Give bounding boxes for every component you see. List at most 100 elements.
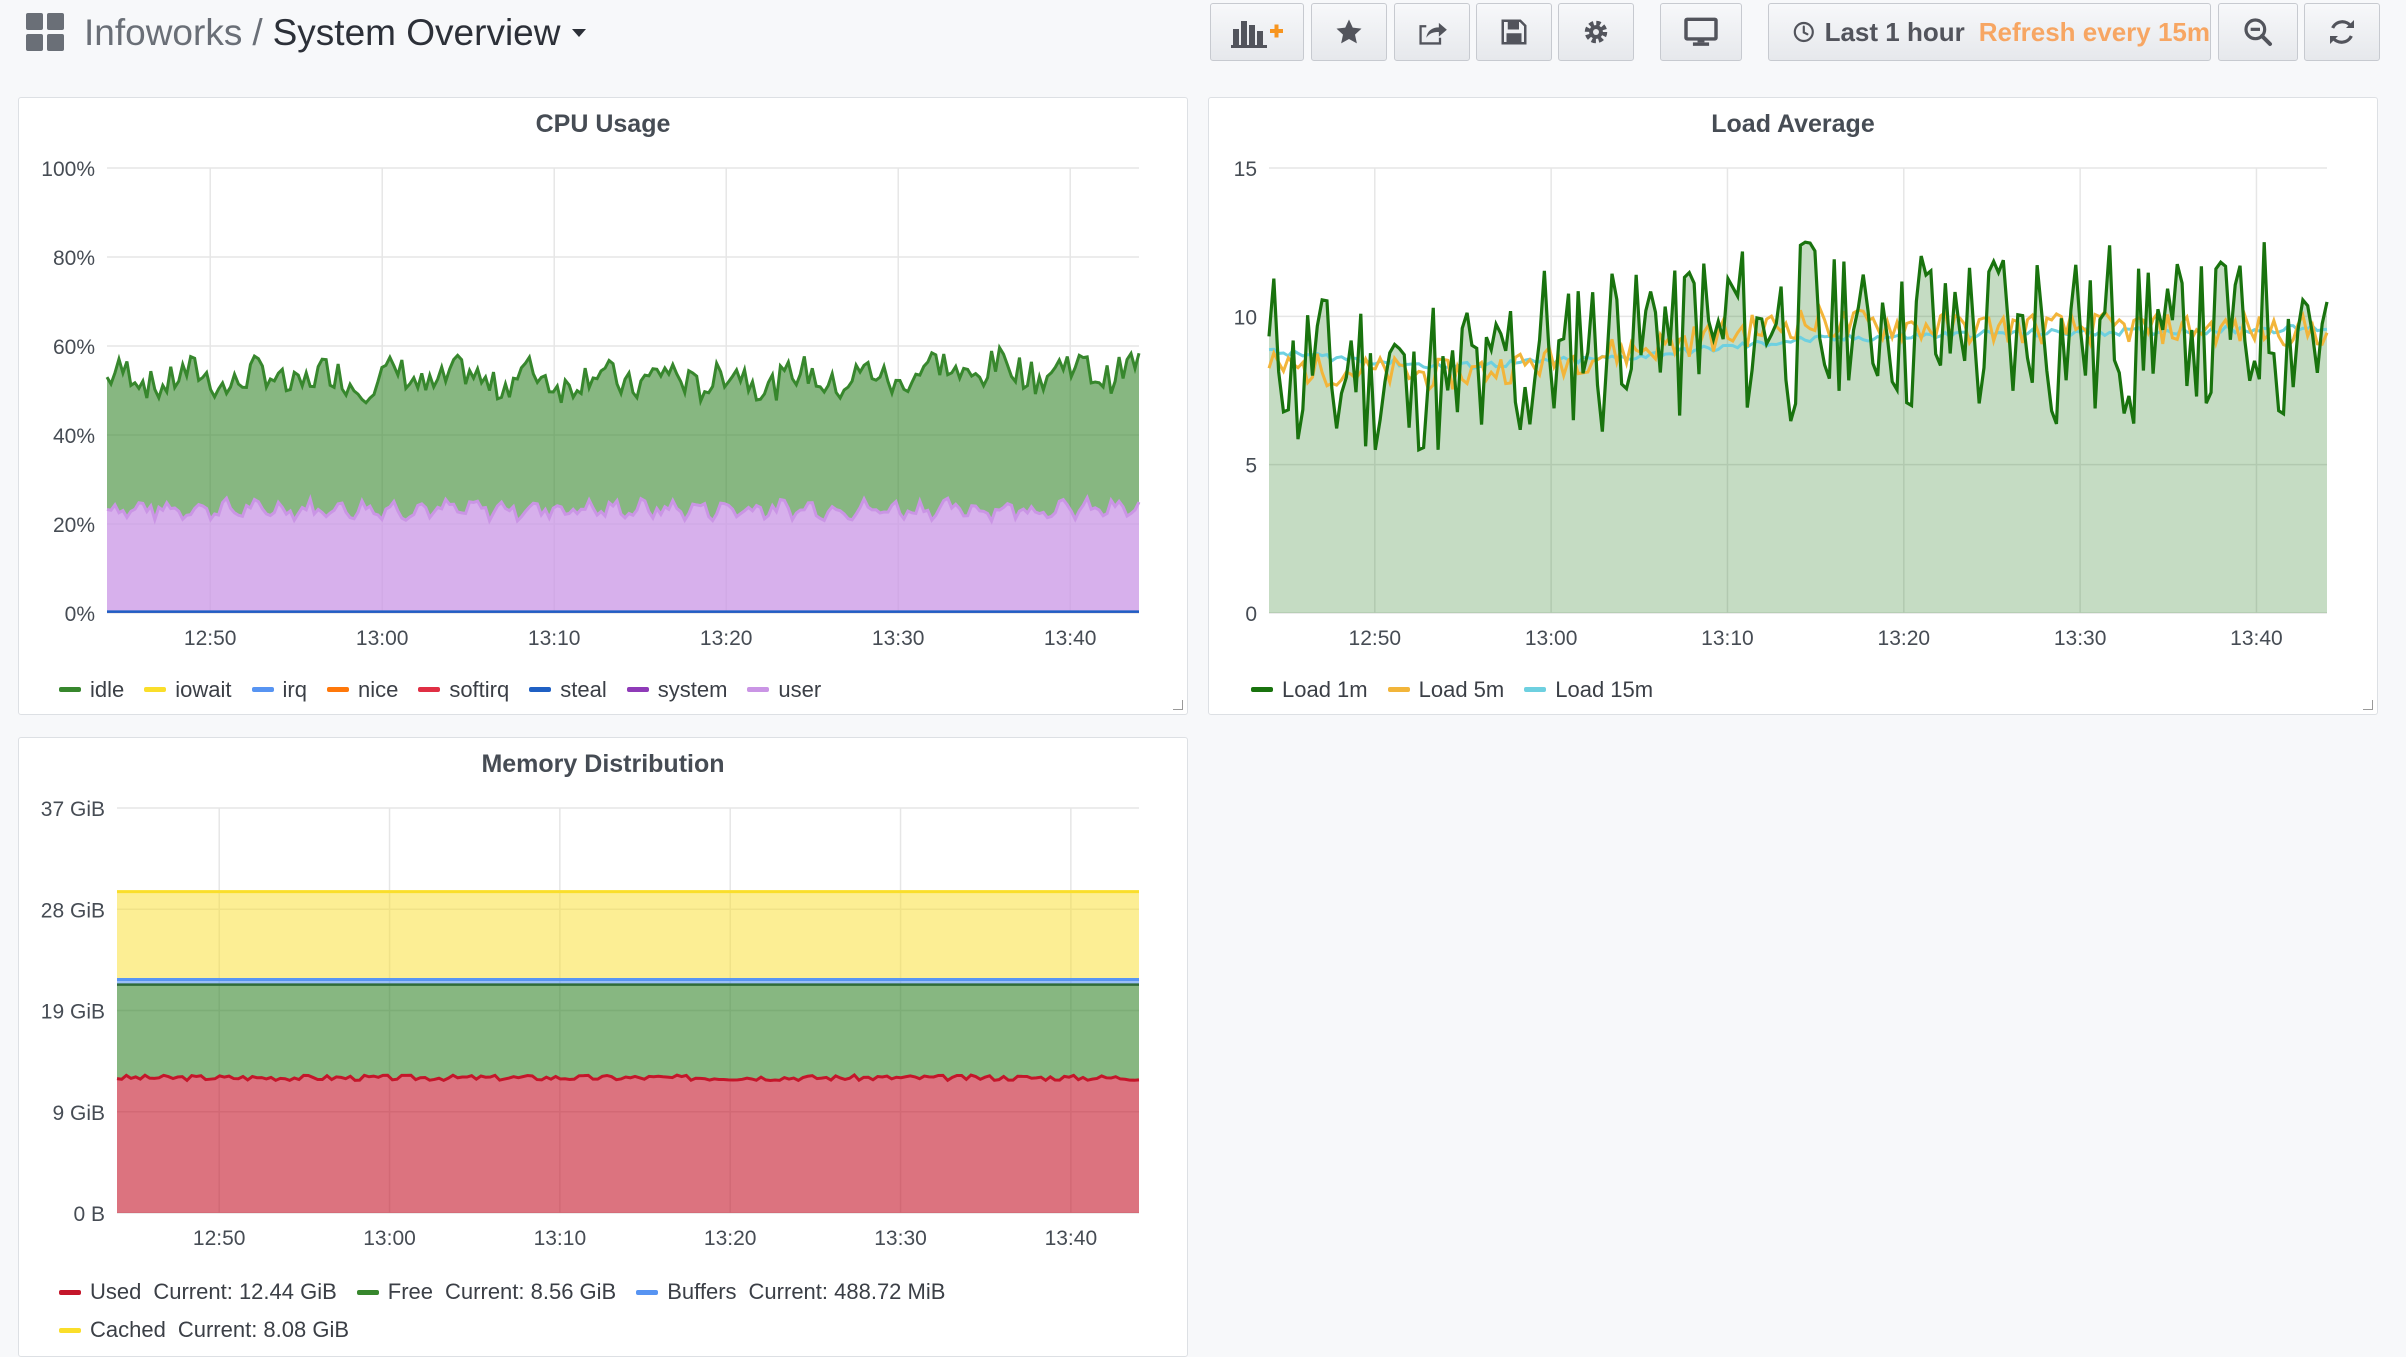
legend-swatch: [636, 1289, 659, 1295]
legend-current-value: Current: 8.56 GiB: [445, 1279, 617, 1304]
x-tick-label: 13:30: [872, 627, 925, 650]
x-tick-label: 13:30: [874, 1227, 927, 1250]
x-tick-label: 13:20: [1878, 627, 1931, 650]
legend-row: Used Current: 12.44 GiB Free Current: 8.56 …: [59, 1273, 965, 1311]
add-panel-button[interactable]: [1210, 3, 1304, 61]
legend-item[interactable]: steal: [529, 676, 607, 703]
dashboard-grid-icon[interactable]: [26, 13, 66, 53]
legend-item[interactable]: idle: [59, 677, 124, 703]
legend-label: Load 5m: [1418, 676, 1505, 702]
add-panel-icon: [1231, 21, 1283, 48]
refresh-interval-label: Refresh every 15m: [1978, 16, 2210, 47]
y-tick-label: 40%: [53, 425, 95, 448]
legend-label: steal: [560, 676, 607, 702]
legend-item[interactable]: Buffers Current: 488.72 MiB: [636, 1273, 945, 1311]
y-tick-label: 60%: [53, 336, 95, 359]
chevron-down-icon[interactable]: [572, 29, 587, 38]
y-tick-label: 80%: [53, 247, 95, 270]
refresh-button[interactable]: [2304, 3, 2380, 61]
legend-swatch: [1387, 687, 1410, 692]
load-average-chart[interactable]: 0 5 10 15 12:50 13:00 13:10 13:20 13:30 13:40: [1209, 98, 2377, 714]
tv-icon: [1684, 17, 1718, 46]
share-icon: [1419, 22, 1447, 45]
legend-swatch: [251, 687, 274, 692]
legend-label: Free: [387, 1279, 434, 1304]
save-dashboard-button[interactable]: [1476, 3, 1552, 61]
user-area: [107, 497, 1139, 612]
y-tick-label: 19 GiB: [41, 1001, 105, 1024]
legend-label: nice: [357, 676, 399, 702]
legend-swatch: [418, 687, 441, 692]
legend-label: softirq: [449, 676, 510, 702]
legend-swatch: [1524, 687, 1547, 692]
resize-handle-icon[interactable]: [1171, 698, 1183, 710]
legend-item[interactable]: Free Current: 8.56 GiB: [356, 1273, 617, 1311]
x-tick-label: 13:20: [704, 1227, 757, 1250]
legend-label: system: [657, 676, 728, 702]
legend-item[interactable]: Load 5m: [1387, 676, 1505, 703]
legend-swatch: [356, 1289, 379, 1295]
legend-item[interactable]: iowait: [144, 676, 232, 703]
legend-current-value: Current: 12.44 GiB: [153, 1279, 337, 1304]
resize-handle-icon[interactable]: [2361, 698, 2373, 710]
idle-line: [105, 343, 1141, 407]
legend-item[interactable]: Load 15m: [1524, 677, 1653, 703]
star-dashboard-button[interactable]: [1311, 3, 1387, 61]
panel-title[interactable]: Memory Distribution: [481, 750, 725, 778]
time-picker-button[interactable]: Last 1 hour Refresh every 15m: [1768, 3, 2211, 61]
legend-label: Load 1m: [1282, 676, 1368, 702]
legend-swatch: [626, 687, 649, 692]
legend-swatch: [59, 687, 81, 692]
panel-title[interactable]: Load Average: [1711, 110, 1875, 138]
legend-swatch: [144, 687, 167, 692]
legend-label: Load 15m: [1555, 676, 1654, 702]
y-tick-label: 9 GiB: [52, 1102, 105, 1125]
free-area: [117, 984, 1139, 1081]
legend-current-value: Current: 8.08 GiB: [177, 1317, 350, 1342]
legend-item[interactable]: irq: [251, 677, 307, 703]
dashboard-navbar: Infoworks / System Overview: [0, 0, 2406, 92]
legend-current-value: Current: 488.72 MiB: [748, 1279, 946, 1304]
legend-item[interactable]: softirq: [418, 677, 509, 703]
legend-item[interactable]: Cached Current: 8.08 GiB: [59, 1311, 349, 1349]
legend-swatch: [59, 1289, 81, 1295]
panel-title[interactable]: CPU Usage: [535, 110, 671, 138]
zoom-out-button[interactable]: [2218, 3, 2298, 61]
x-tick-label: 12:50: [1349, 627, 1402, 650]
legend-row: Cached Current: 8.08 GiB: [59, 1311, 965, 1349]
used-line: [116, 1073, 1140, 1083]
cpu-usage-chart[interactable]: 0% 20% 40% 60% 80% 100% 12:50 13:00 13:10 13:20 13…: [19, 98, 1187, 714]
legend-label: user: [778, 676, 822, 702]
load-legend: Load 1m Load 5m Load 15m: [1251, 672, 1673, 703]
y-tick-label: 10: [1234, 306, 1257, 329]
y-tick-label: 5: [1245, 455, 1257, 478]
share-dashboard-button[interactable]: [1394, 3, 1470, 61]
legend-swatch: [529, 687, 552, 692]
time-range-label: Last 1 hour: [1824, 16, 1965, 47]
star-icon: [1336, 19, 1362, 44]
legend-label: Used: [90, 1279, 142, 1304]
legend-swatch: [1251, 687, 1273, 692]
memory-distribution-chart[interactable]: 0 B 9 GiB 19 GiB 28 GiB 37 GiB 12:50 13:00 13:1…: [19, 738, 1187, 1298]
dashboard-title[interactable]: System Overview: [272, 12, 561, 53]
legend-label: Buffers: [667, 1279, 737, 1304]
legend-item[interactable]: nice: [326, 676, 399, 703]
legend-item[interactable]: Used Current: 12.44 GiB: [59, 1273, 337, 1311]
legend-item[interactable]: system: [626, 676, 728, 703]
dashboard-settings-button[interactable]: [1558, 3, 1634, 61]
cpu-legend: idle iowait irq nice softirq steal system user: [59, 672, 841, 703]
legend-label: iowait: [175, 676, 232, 702]
clock-icon: [1793, 21, 1814, 43]
save-icon: [1501, 19, 1527, 45]
breadcrumb: Infoworks / System Overview: [84, 8, 587, 58]
y-tick-label: 0: [1245, 603, 1257, 626]
legend-item[interactable]: user: [747, 677, 821, 703]
x-tick-label: 13:00: [363, 1227, 416, 1250]
x-tick-label: 13:10: [1701, 627, 1754, 650]
legend-item[interactable]: Load 1m: [1251, 677, 1368, 703]
zoom-out-icon: [2244, 18, 2272, 46]
view-mode-button[interactable]: [1660, 3, 1742, 61]
cached-area: [117, 891, 1139, 980]
breadcrumb-folder[interactable]: Infoworks: [84, 12, 243, 53]
y-tick-label: 20%: [53, 514, 95, 537]
